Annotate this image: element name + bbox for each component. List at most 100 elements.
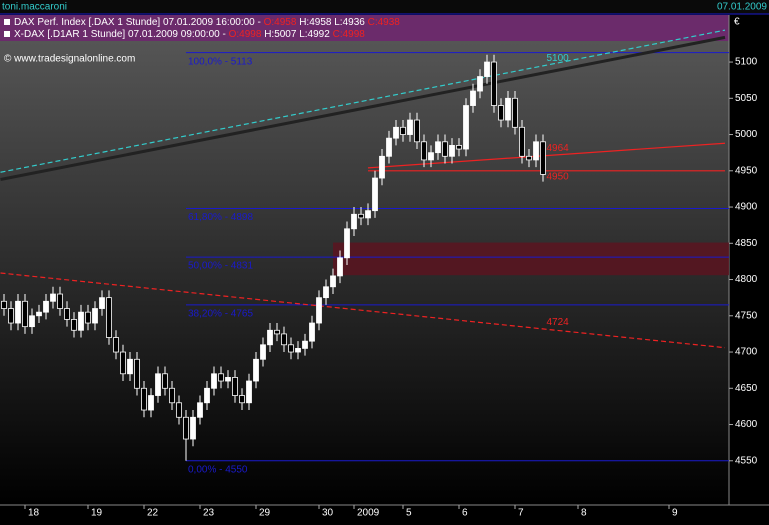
candle-body xyxy=(1,300,7,309)
candle-body xyxy=(295,348,301,353)
candle-body xyxy=(498,105,504,121)
legend-close: C:4998 xyxy=(333,29,366,40)
candle-body xyxy=(99,297,105,309)
candle-body xyxy=(414,119,420,143)
candle-body xyxy=(519,126,525,157)
candle-body xyxy=(309,322,315,342)
candle-body xyxy=(470,90,476,106)
x-tick-label: 29 xyxy=(259,508,271,519)
candle-body xyxy=(281,333,287,346)
legend-box xyxy=(0,15,729,41)
trendline xyxy=(0,29,726,173)
fib-label: 61,80% - 4898 xyxy=(188,212,253,223)
candle-body xyxy=(505,97,511,121)
legend-open: O:4998 xyxy=(229,29,262,40)
candle-body xyxy=(456,145,462,150)
candle-body xyxy=(302,340,308,349)
top-bar xyxy=(0,0,769,14)
legend-swatch xyxy=(4,19,10,25)
x-tick-label: 19 xyxy=(91,508,103,519)
trendline xyxy=(0,35,726,181)
y-tick-label: 4750 xyxy=(735,310,758,321)
candle-body xyxy=(57,293,63,309)
candle-body xyxy=(540,141,546,175)
candle-body xyxy=(316,297,322,324)
fib-label: 38,20% - 4765 xyxy=(188,309,253,320)
candle-body xyxy=(162,373,168,389)
candle-body xyxy=(190,416,196,440)
y-tick-label: 4550 xyxy=(735,455,758,466)
candle-body xyxy=(463,105,469,150)
candle-body xyxy=(218,373,224,382)
legend-name: X-DAX [.D1AR 1 Stunde] 07.01.2009 09:00:… xyxy=(14,29,226,40)
candle-body xyxy=(225,377,231,382)
copyright: © www.tradesignalonline.com xyxy=(4,54,135,65)
x-tick-label: 22 xyxy=(147,508,159,519)
candle-body xyxy=(148,395,154,411)
candle-body xyxy=(386,137,392,157)
candle-body xyxy=(372,177,378,212)
candle-body xyxy=(484,61,490,77)
candle-body xyxy=(232,377,238,396)
candle-body xyxy=(204,387,210,404)
candle-body xyxy=(29,315,35,328)
fib-label: 100,0% - 5113 xyxy=(188,56,253,67)
candle-body xyxy=(477,76,483,92)
candle-body xyxy=(127,358,133,375)
legend-low: L:4936 xyxy=(334,17,365,28)
candle-body xyxy=(78,311,84,331)
currency: € xyxy=(734,17,740,28)
candle-body xyxy=(323,286,329,299)
candle-body xyxy=(197,402,203,418)
candle-body xyxy=(120,351,126,375)
trendline-label: 4724 xyxy=(547,317,570,328)
candle-body xyxy=(344,228,350,259)
trendline xyxy=(367,142,726,169)
candle-body xyxy=(106,297,112,338)
candle-body xyxy=(421,141,427,161)
y-tick-label: 5000 xyxy=(735,129,758,140)
candle-body xyxy=(134,358,140,389)
candle-body xyxy=(407,119,413,135)
legend-name: DAX Perf. Index [.DAX 1 Stunde] 07.01.20… xyxy=(14,17,261,28)
candle-body xyxy=(533,141,539,161)
x-tick-label: 18 xyxy=(28,508,40,519)
candle-body xyxy=(274,329,280,335)
y-tick-label: 4900 xyxy=(735,202,758,213)
candle-body xyxy=(246,380,252,404)
candle-body xyxy=(253,358,259,382)
candle-body xyxy=(491,61,497,106)
candle-body xyxy=(64,308,70,320)
candle-body xyxy=(400,126,406,135)
candle-body xyxy=(428,152,434,161)
candle-body xyxy=(211,373,217,389)
legend-entry: X-DAX [.D1AR 1 Stunde] 07.01.2009 09:00:… xyxy=(14,29,365,40)
y-tick-label: 5050 xyxy=(735,93,758,104)
candle-body xyxy=(71,319,77,331)
x-tick-label: 2009 xyxy=(357,508,380,519)
header-date: 07.01.2009 xyxy=(717,2,767,13)
trendline-label: 5100 xyxy=(547,53,570,64)
x-tick-label: 6 xyxy=(462,508,468,519)
candle-body xyxy=(141,387,147,411)
trendline xyxy=(0,272,726,349)
legend-high: H:4958 xyxy=(299,17,332,28)
candle-body xyxy=(92,308,98,324)
resistance-zone xyxy=(333,242,729,276)
candle-body xyxy=(379,155,385,179)
legend-open: O:4958 xyxy=(264,17,297,28)
legend-swatch xyxy=(4,31,10,37)
candle-body xyxy=(36,311,42,317)
legend-high: H:5007 xyxy=(264,29,297,40)
y-tick-label: 4800 xyxy=(735,274,758,285)
fib-label: 0,00% - 4550 xyxy=(188,464,248,475)
candle-body xyxy=(393,126,399,139)
y-tick-label: 4600 xyxy=(735,419,758,430)
candle-body xyxy=(337,257,343,277)
candle-body xyxy=(351,213,357,230)
fib-label: 50,00% - 4831 xyxy=(188,261,253,272)
y-tick-label: 4950 xyxy=(735,165,758,176)
candle-body xyxy=(43,300,49,313)
legend-entry: DAX Perf. Index [.DAX 1 Stunde] 07.01.20… xyxy=(14,17,400,28)
candle-body xyxy=(155,373,161,396)
